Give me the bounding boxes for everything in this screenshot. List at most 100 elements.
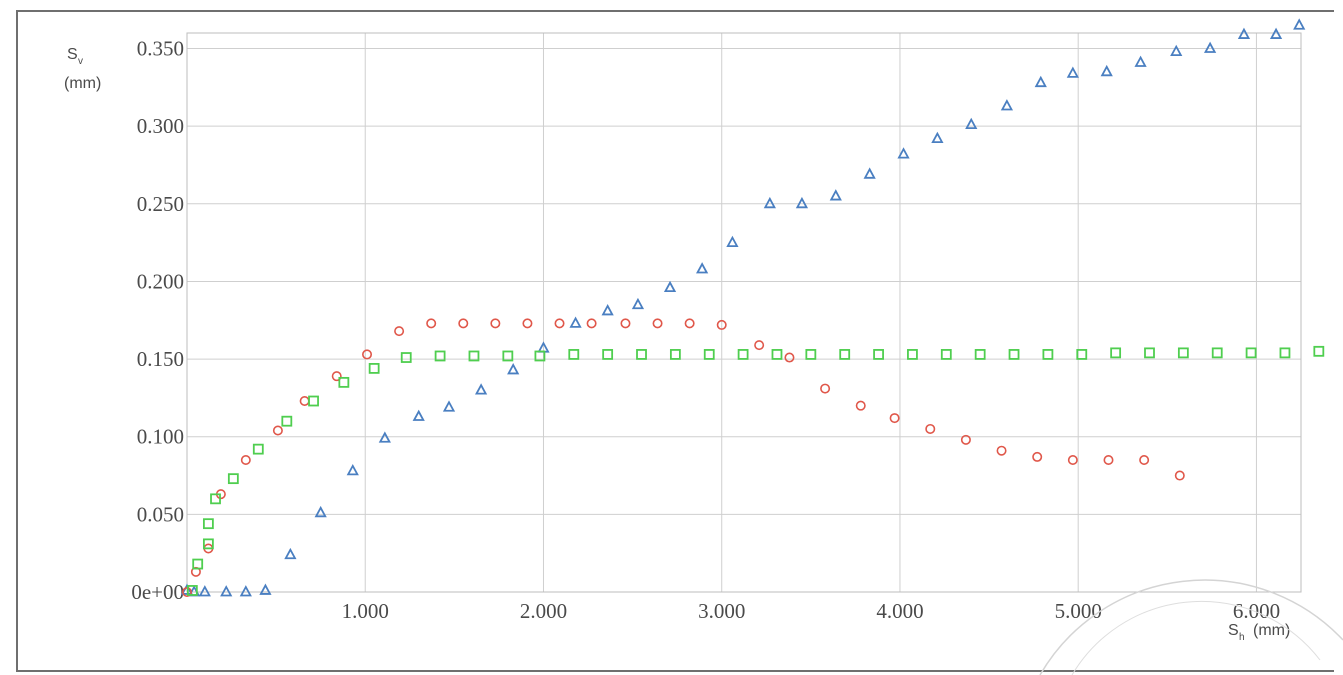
x-axis-symbol: S <box>1228 622 1239 639</box>
point-circle-27 <box>996 445 1007 456</box>
x-tick-label: 3.000 <box>698 599 745 623</box>
point-circle-9 <box>394 326 405 337</box>
y-axis-subscript: v <box>78 56 83 67</box>
grid <box>187 33 1301 592</box>
point-triangle-33 <box>1170 44 1183 57</box>
data-series <box>180 18 1325 597</box>
point-square-38 <box>1313 345 1325 357</box>
point-square-22 <box>771 349 783 360</box>
point-circle-15 <box>586 318 597 329</box>
point-triangle-10 <box>412 409 425 421</box>
point-triangle-32 <box>1134 55 1147 67</box>
point-triangle-5 <box>259 583 272 595</box>
point-triangle-16 <box>601 304 614 316</box>
stamp-outer-ring <box>1039 579 1343 675</box>
point-square-8 <box>308 395 319 407</box>
point-square-13 <box>468 350 480 362</box>
point-triangle-35 <box>1237 27 1251 39</box>
point-circle-18 <box>684 318 695 329</box>
point-circle-30 <box>1103 455 1114 466</box>
point-circle-7 <box>331 371 342 382</box>
point-circle-4 <box>240 455 251 466</box>
y-tick-label: 0e+00 <box>131 580 184 604</box>
point-square-36 <box>1245 347 1257 359</box>
y-tick-label: 0.150 <box>137 347 184 371</box>
point-square-7 <box>281 415 293 427</box>
series-circle-markers <box>182 318 1185 597</box>
point-circle-1 <box>190 566 201 577</box>
point-square-20 <box>703 349 715 360</box>
point-circle-25 <box>925 423 936 434</box>
point-square-10 <box>368 362 380 374</box>
point-square-11 <box>400 352 412 363</box>
point-circle-19 <box>716 319 727 330</box>
point-triangle-31 <box>1100 64 1113 77</box>
point-circle-31 <box>1139 455 1150 466</box>
y-axis-symbol: S <box>67 46 78 63</box>
point-square-6 <box>252 443 264 455</box>
point-triangle-24 <box>863 167 876 179</box>
point-square-19 <box>669 349 681 360</box>
point-triangle-30 <box>1066 66 1079 78</box>
y-tick-label: 0.050 <box>137 502 184 526</box>
point-triangle-6 <box>284 547 297 560</box>
point-circle-29 <box>1067 455 1078 466</box>
point-triangle-13 <box>507 363 520 375</box>
point-triangle-36 <box>1269 27 1283 39</box>
point-square-32 <box>1110 347 1122 359</box>
point-circle-17 <box>652 318 663 329</box>
point-square-23 <box>805 349 817 360</box>
point-triangle-26 <box>931 131 944 143</box>
point-triangle-8 <box>346 463 359 476</box>
point-circle-22 <box>820 383 831 394</box>
point-square-33 <box>1144 347 1155 359</box>
x-axis-ticks: 1.000 2.000 3.000 4.000 5.000 6.000 <box>342 599 1280 623</box>
point-circle-12 <box>490 318 501 329</box>
point-circle-23 <box>855 400 866 411</box>
point-square-0 <box>186 585 198 596</box>
point-square-24 <box>839 349 851 360</box>
point-triangle-12 <box>474 383 488 395</box>
y-tick-label: 0.350 <box>137 37 184 61</box>
chart-frame <box>16 10 1334 672</box>
point-circle-24 <box>889 413 900 424</box>
point-triangle-9 <box>378 431 391 443</box>
point-square-3 <box>202 518 214 530</box>
y-axis-ticks: 0e+00 0.050 0.100 0.150 0.200 0.250 0.300 0.350 <box>131 37 184 604</box>
point-triangle-22 <box>795 196 809 209</box>
point-circle-21 <box>784 352 795 363</box>
x-tick-label: 2.000 <box>520 599 567 623</box>
x-tick-label: 5.000 <box>1055 599 1102 623</box>
point-square-5 <box>227 473 239 485</box>
y-axis-title: S v (mm) <box>64 46 101 92</box>
y-tick-label: 0.200 <box>137 269 184 293</box>
point-square-30 <box>1042 349 1054 360</box>
point-triangle-23 <box>829 189 842 201</box>
point-square-9 <box>338 376 350 388</box>
point-square-25 <box>873 349 884 360</box>
y-tick-label: 0.100 <box>137 425 184 449</box>
point-circle-20 <box>754 340 765 351</box>
point-circle-8 <box>362 349 373 360</box>
point-triangle-20 <box>726 235 739 248</box>
point-circle-28 <box>1032 451 1043 462</box>
y-tick-label: 0.300 <box>137 114 184 138</box>
plot-area <box>186 32 1302 593</box>
point-circle-16 <box>620 318 631 329</box>
point-square-1 <box>192 558 204 570</box>
point-triangle-15 <box>569 316 582 328</box>
point-triangle-17 <box>631 297 645 310</box>
point-square-34 <box>1177 347 1189 359</box>
x-tick-label: 4.000 <box>876 599 923 623</box>
point-square-16 <box>568 349 580 360</box>
point-triangle-2 <box>198 585 211 597</box>
point-triangle-11 <box>442 400 456 412</box>
x-axis-subscript: h <box>1239 632 1245 643</box>
point-circle-11 <box>458 318 469 329</box>
point-square-12 <box>434 350 446 362</box>
point-square-17 <box>602 349 614 360</box>
point-triangle-28 <box>1000 99 1014 111</box>
point-square-31 <box>1076 349 1088 360</box>
y-axis-unit: (mm) <box>64 75 101 92</box>
